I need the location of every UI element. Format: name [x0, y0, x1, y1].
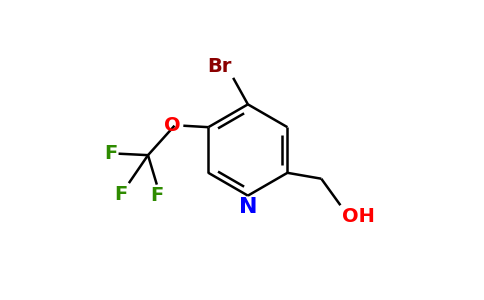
Text: N: N: [239, 196, 257, 217]
Text: F: F: [150, 186, 164, 205]
Text: F: F: [114, 184, 127, 204]
Text: Br: Br: [207, 56, 232, 76]
Text: OH: OH: [342, 207, 375, 226]
Text: F: F: [104, 144, 117, 163]
Text: O: O: [165, 116, 181, 135]
